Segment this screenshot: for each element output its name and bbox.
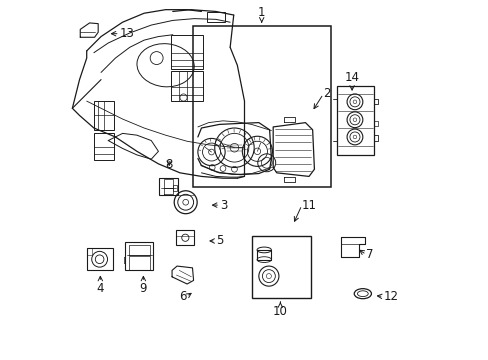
Text: 10: 10 xyxy=(272,305,287,318)
Bar xyxy=(251,235,310,298)
Bar xyxy=(206,12,224,22)
Bar xyxy=(125,242,153,270)
Bar xyxy=(94,134,113,160)
Text: 14: 14 xyxy=(344,71,359,84)
Text: 4: 4 xyxy=(97,282,104,295)
Text: 1: 1 xyxy=(258,6,265,19)
Bar xyxy=(159,178,178,195)
Text: 2: 2 xyxy=(323,87,330,100)
Text: 9: 9 xyxy=(140,282,147,295)
Text: 7: 7 xyxy=(366,248,373,261)
Text: 13: 13 xyxy=(120,27,134,40)
Bar xyxy=(176,230,194,245)
Bar xyxy=(336,86,373,155)
Text: 12: 12 xyxy=(383,290,398,303)
Text: 8: 8 xyxy=(165,158,173,171)
Text: 6: 6 xyxy=(179,290,186,303)
Bar xyxy=(86,248,112,270)
Bar xyxy=(94,101,113,130)
Text: 3: 3 xyxy=(220,199,227,212)
Text: 11: 11 xyxy=(301,199,316,212)
Bar xyxy=(192,26,330,187)
Bar xyxy=(171,35,203,69)
Text: 5: 5 xyxy=(215,234,223,247)
Bar xyxy=(172,185,177,192)
Bar xyxy=(171,71,203,101)
